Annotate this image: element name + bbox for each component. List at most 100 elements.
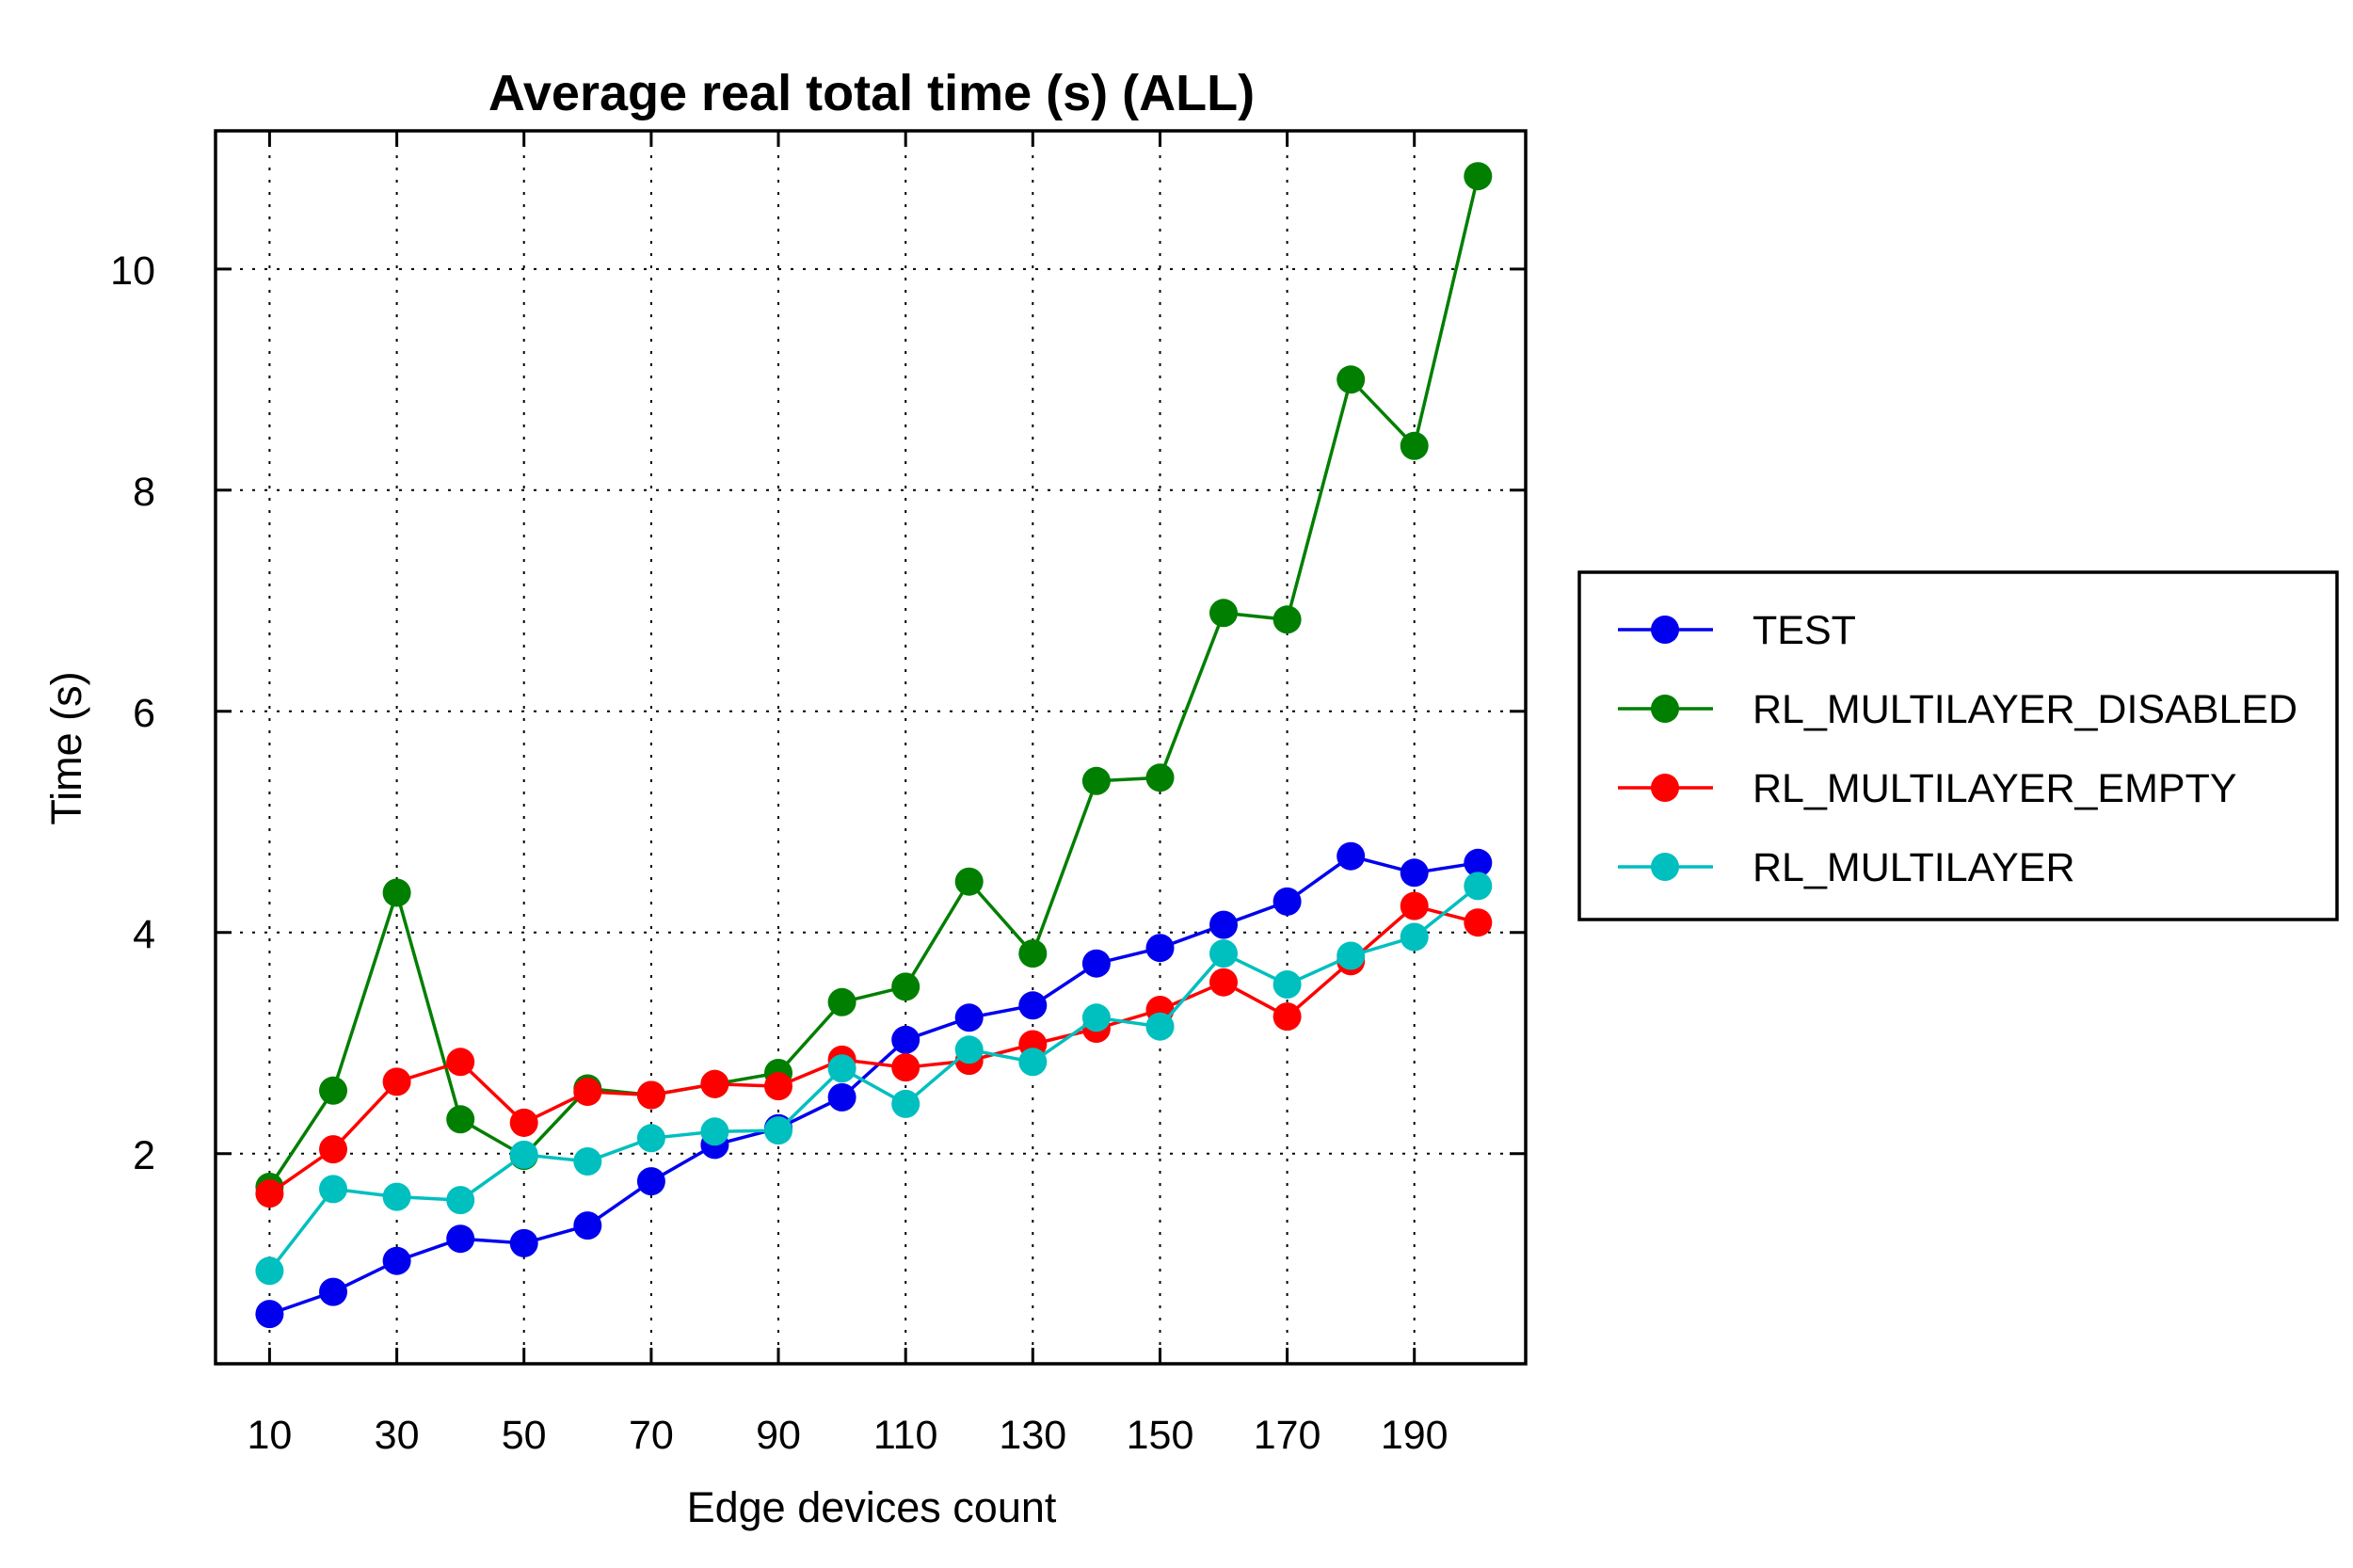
x-tick-label: 30 (375, 1413, 420, 1458)
data-point (1464, 908, 1493, 937)
legend-item: RL_MULTILAYER_DISABLED (1618, 687, 2297, 732)
data-point (319, 1135, 347, 1164)
data-point (954, 1035, 984, 1064)
data-point (1400, 858, 1429, 888)
data-point (509, 1228, 538, 1257)
legend-label: RL_MULTILAYER (1753, 845, 2075, 890)
x-tick-label: 150 (1127, 1413, 1194, 1458)
data-series (255, 162, 1493, 1329)
data-point (1209, 599, 1238, 628)
data-point (1273, 887, 1302, 916)
data-point (1464, 162, 1493, 191)
legend: TEST RL_MULTILAYER_DISABLED RL_MULTILAYER_… (1577, 570, 2339, 921)
data-point (764, 1116, 792, 1145)
data-point (1145, 934, 1175, 963)
data-point (764, 1072, 792, 1101)
legend-label: RL_MULTILAYER_DISABLED (1753, 687, 2297, 732)
chart-title: Average real total time (s) (ALL) (488, 65, 1255, 121)
data-point (1400, 431, 1429, 460)
data-point (1081, 766, 1111, 795)
legend-marker (1651, 853, 1679, 881)
data-point (1400, 891, 1429, 920)
data-point (382, 1182, 411, 1211)
data-point (1081, 949, 1111, 978)
legend-marker (1651, 774, 1679, 802)
plot-frame (214, 129, 1528, 1366)
x-axis-label: Edge devices count (687, 1483, 1057, 1531)
x-tick-label: 90 (756, 1413, 801, 1458)
data-point (319, 1175, 347, 1204)
data-point (1337, 841, 1366, 871)
data-point (1273, 970, 1302, 999)
data-point (1337, 365, 1366, 394)
data-point (1018, 939, 1048, 968)
grid-lines (216, 131, 1526, 1364)
data-point (319, 1277, 347, 1306)
y-tick-label: 4 (133, 912, 155, 957)
legend-label: TEST (1753, 608, 1856, 653)
legend-label: RL_MULTILAYER_EMPTY (1753, 766, 2237, 811)
data-point (1273, 1002, 1302, 1032)
data-point (255, 1256, 284, 1286)
data-point (891, 972, 920, 1001)
data-point (255, 1179, 284, 1208)
axis-ticks: 10 30 50 70 90 110 130 150 170 190 2 4 6 8 10 (110, 131, 1526, 1458)
data-point (1464, 848, 1493, 877)
data-point (827, 1054, 856, 1083)
y-tick-label: 8 (133, 470, 155, 515)
data-point (573, 1078, 602, 1106)
x-tick-label: 70 (629, 1413, 674, 1458)
data-point (954, 867, 984, 896)
legend-marker (1651, 695, 1679, 723)
data-point (1145, 1012, 1175, 1041)
x-tick-label: 10 (247, 1413, 292, 1458)
data-point (1209, 910, 1238, 939)
data-point (891, 1053, 920, 1082)
series-line (268, 885, 1480, 1272)
y-tick-label: 6 (133, 691, 155, 736)
data-point (827, 1082, 856, 1112)
data-point (446, 1186, 475, 1215)
series-rl-multilayer-disabled (255, 162, 1493, 1201)
data-point (827, 987, 856, 1016)
data-point (382, 1246, 411, 1275)
data-point (255, 1300, 284, 1329)
x-tick-label: 170 (1254, 1413, 1321, 1458)
legend-item: TEST (1618, 608, 1856, 653)
data-point (891, 1089, 920, 1118)
data-point (446, 1105, 475, 1134)
series-line (267, 175, 1481, 1188)
y-tick-label: 10 (110, 248, 155, 294)
series-line (268, 904, 1479, 1195)
data-point (509, 1140, 538, 1169)
y-tick-label: 2 (133, 1133, 155, 1178)
data-point (1018, 1048, 1048, 1077)
data-point (446, 1048, 475, 1077)
data-point (636, 1080, 665, 1110)
x-tick-label: 50 (502, 1413, 547, 1458)
data-point (382, 1067, 411, 1096)
x-tick-label: 130 (999, 1413, 1066, 1458)
y-axis-label: Time (s) (42, 671, 90, 824)
data-point (954, 1003, 984, 1032)
data-point (891, 1025, 920, 1054)
series-rl-multilayer (255, 872, 1493, 1286)
data-point (700, 1069, 729, 1098)
data-point (1400, 922, 1429, 952)
data-point (1209, 939, 1238, 968)
data-point (1018, 991, 1048, 1020)
legend-item: RL_MULTILAYER_EMPTY (1618, 766, 2237, 811)
data-point (573, 1211, 602, 1240)
data-point (446, 1224, 475, 1254)
data-point (700, 1117, 729, 1146)
data-point (1337, 941, 1366, 970)
data-point (573, 1147, 602, 1176)
data-point (636, 1167, 665, 1196)
data-point (1209, 968, 1238, 997)
x-tick-label: 190 (1381, 1413, 1449, 1458)
data-point (1081, 1003, 1111, 1032)
data-point (1464, 872, 1493, 901)
legend-marker (1651, 616, 1679, 644)
x-tick-label: 110 (873, 1413, 938, 1458)
